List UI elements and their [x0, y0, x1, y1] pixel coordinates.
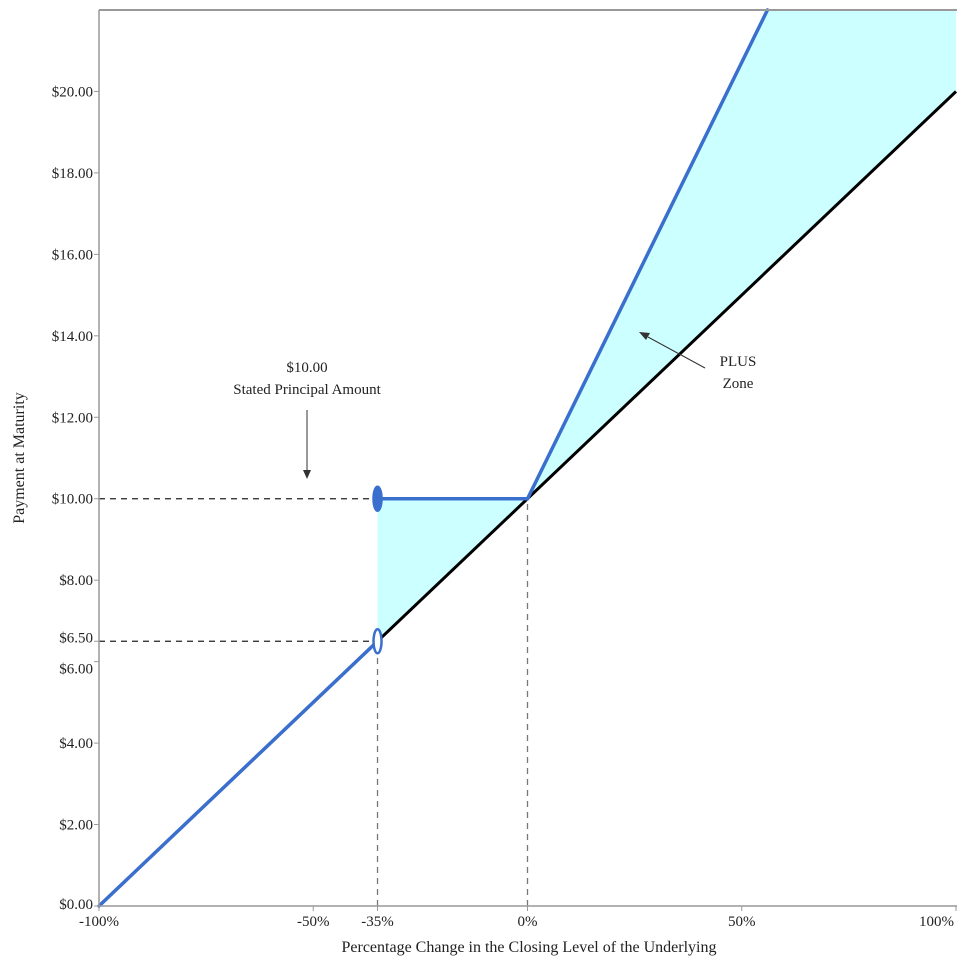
x-tick-label: -50% [297, 914, 330, 930]
y-tick-label: $0.00 [59, 897, 93, 913]
y-tick-label: $4.00 [59, 736, 93, 752]
y-tick-label: $8.00 [59, 573, 93, 589]
y-tick-label: $2.00 [59, 818, 93, 834]
marker-open [372, 628, 383, 655]
x-axis-ticks: -100% -50% -35% 0% 50% 100% [79, 906, 957, 930]
y-tick-label: $10.00 [52, 492, 93, 508]
principal-arrow-head [303, 470, 311, 479]
y-tick-label: $6.00 [59, 662, 93, 678]
series-security-payoff-segment-2 [525, 8, 770, 501]
y-axis-ticks: $0.00 $2.00 $4.00 $6.00 $6.50 $8.00 $10.00 $12.… [52, 84, 99, 913]
x-tick-label: -100% [79, 914, 119, 930]
y-tick-label: $14.00 [52, 329, 93, 345]
x-tick-label: 100% [919, 914, 954, 930]
principal-amount-value: $10.00 [286, 360, 327, 376]
y-tick-label: $12.00 [52, 410, 93, 426]
plus-zone-shading [377, 10, 956, 642]
plus-zone-pointer-line [647, 336, 706, 369]
x-tick-label: -35% [361, 914, 394, 930]
x-axis-title: Percentage Change in the Closing Level o… [341, 939, 716, 956]
x-tick-label: 50% [728, 914, 756, 930]
y-tick-label: $18.00 [52, 166, 93, 182]
shaded-region-1 [527, 10, 956, 499]
y-tick-label: $6.50 [59, 630, 93, 646]
plus-zone-label-line1: PLUS [720, 354, 757, 370]
y-axis-title: Payment at Maturity [11, 392, 28, 524]
plus-zone-pointer-head [639, 332, 650, 340]
payoff-series [97, 8, 957, 908]
principal-amount-label: Stated Principal Amount [233, 382, 381, 398]
x-tick-label: 0% [518, 914, 538, 930]
marker-filled [372, 485, 383, 512]
reference-dashed-lines [99, 498, 529, 906]
plus-zone-label-line2: Zone [723, 376, 754, 392]
y-tick-label: $16.00 [52, 247, 93, 263]
series-security-payoff-segment-0 [97, 639, 380, 908]
payoff-markers [372, 485, 383, 655]
y-tick-label: $20.00 [52, 84, 93, 100]
